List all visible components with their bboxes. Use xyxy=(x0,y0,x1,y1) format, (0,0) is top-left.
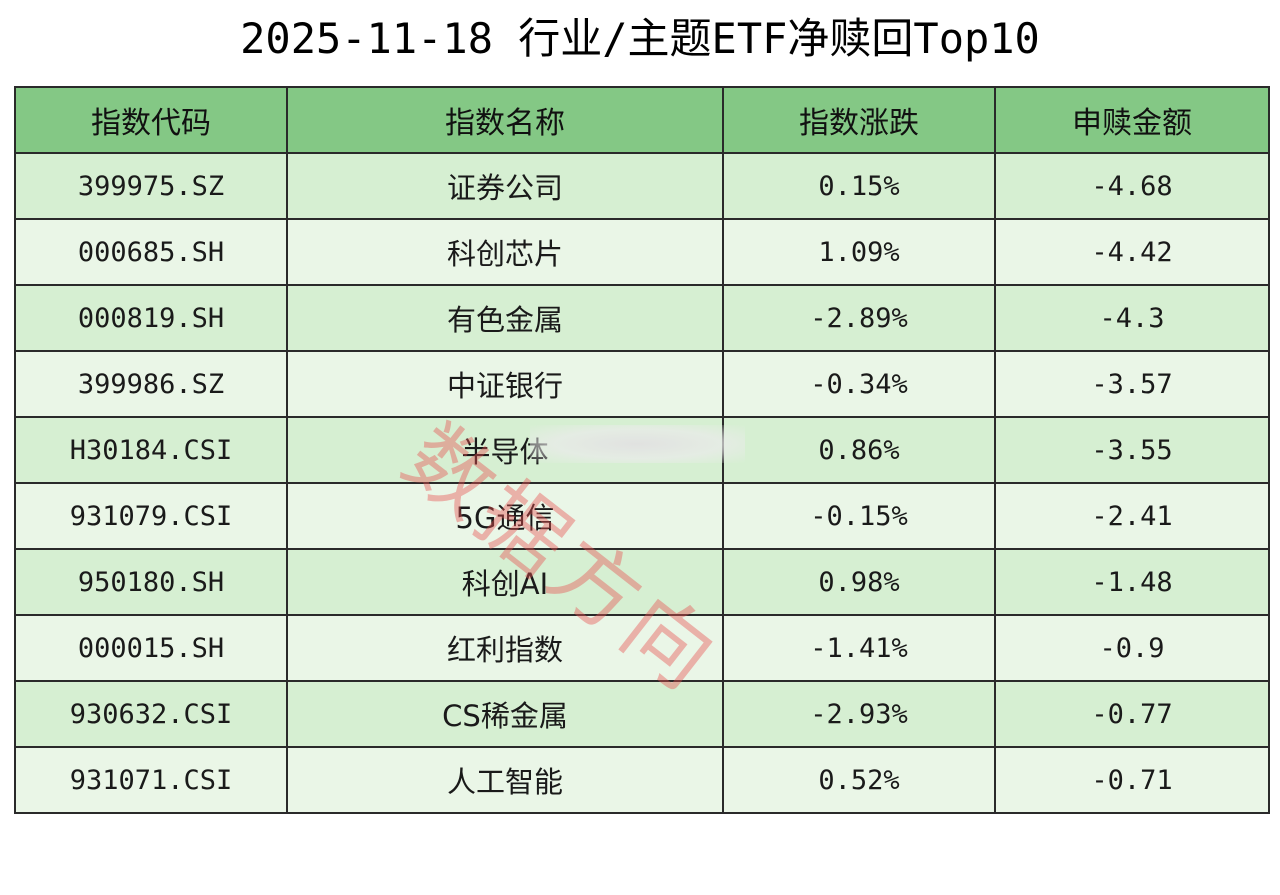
table-row: 399975.SZ 证券公司 0.15% -4.68 xyxy=(14,152,1270,220)
cell-amount: -0.9 xyxy=(994,614,1270,682)
cell-change: -0.15% xyxy=(722,482,996,550)
cell-change: -1.41% xyxy=(722,614,996,682)
cell-amount: -0.77 xyxy=(994,680,1270,748)
table-row: 399986.SZ 中证银行 -0.34% -3.57 xyxy=(14,350,1270,418)
page-title: 2025-11-18 行业/主题ETF净赎回Top10 xyxy=(240,14,1040,63)
cell-code: H30184.CSI xyxy=(14,416,288,484)
table-row: 950180.SH 科创AI 0.98% -1.48 xyxy=(14,548,1270,616)
cell-name: 中证银行 xyxy=(286,350,724,418)
table-row: 930632.CSI CS稀金属 -2.93% -0.77 xyxy=(14,680,1270,748)
header-index-name: 指数名称 xyxy=(286,86,724,154)
cell-code: 000819.SH xyxy=(14,284,288,352)
header-redemption-amount: 申赎金额 xyxy=(994,86,1270,154)
cell-change: 0.98% xyxy=(722,548,996,616)
table-row: H30184.CSI 半导体 0.86% -3.55 xyxy=(14,416,1270,484)
cell-change: 0.86% xyxy=(722,416,996,484)
cell-code: 931071.CSI xyxy=(14,746,288,814)
cell-name: 证券公司 xyxy=(286,152,724,220)
cell-name: CS稀金属 xyxy=(286,680,724,748)
cell-amount: -0.71 xyxy=(994,746,1270,814)
table-row: 931079.CSI 5G通信 -0.15% -2.41 xyxy=(14,482,1270,550)
cell-code: 399986.SZ xyxy=(14,350,288,418)
table-row: 000685.SH 科创芯片 1.09% -4.42 xyxy=(14,218,1270,286)
cell-name: 半导体 xyxy=(286,416,724,484)
cell-amount: -4.3 xyxy=(994,284,1270,352)
table-row: 000819.SH 有色金属 -2.89% -4.3 xyxy=(14,284,1270,352)
cell-name: 人工智能 xyxy=(286,746,724,814)
cell-amount: -3.57 xyxy=(994,350,1270,418)
cell-amount: -4.68 xyxy=(994,152,1270,220)
table-row: 931071.CSI 人工智能 0.52% -0.71 xyxy=(14,746,1270,814)
cell-name: 有色金属 xyxy=(286,284,724,352)
cell-change: -2.89% xyxy=(722,284,996,352)
header-index-change: 指数涨跌 xyxy=(722,86,996,154)
cell-change: 0.15% xyxy=(722,152,996,220)
cell-code: 950180.SH xyxy=(14,548,288,616)
cell-amount: -1.48 xyxy=(994,548,1270,616)
cell-change: -2.93% xyxy=(722,680,996,748)
cell-name: 科创AI xyxy=(286,548,724,616)
table-row: 000015.SH 红利指数 -1.41% -0.9 xyxy=(14,614,1270,682)
cell-code: 931079.CSI xyxy=(14,482,288,550)
table-header-row: 指数代码 指数名称 指数涨跌 申赎金额 xyxy=(14,86,1270,154)
cell-amount: -4.42 xyxy=(994,218,1270,286)
cell-change: 0.52% xyxy=(722,746,996,814)
etf-redemption-table: 指数代码 指数名称 指数涨跌 申赎金额 399975.SZ 证券公司 0.15%… xyxy=(14,86,1270,814)
cell-code: 000015.SH xyxy=(14,614,288,682)
cell-name: 红利指数 xyxy=(286,614,724,682)
cell-code: 399975.SZ xyxy=(14,152,288,220)
cell-name: 科创芯片 xyxy=(286,218,724,286)
cell-code: 000685.SH xyxy=(14,218,288,286)
cell-amount: -2.41 xyxy=(994,482,1270,550)
header-index-code: 指数代码 xyxy=(14,86,288,154)
cell-code: 930632.CSI xyxy=(14,680,288,748)
cell-change: 1.09% xyxy=(722,218,996,286)
cell-amount: -3.55 xyxy=(994,416,1270,484)
cell-name: 5G通信 xyxy=(286,482,724,550)
cell-change: -0.34% xyxy=(722,350,996,418)
